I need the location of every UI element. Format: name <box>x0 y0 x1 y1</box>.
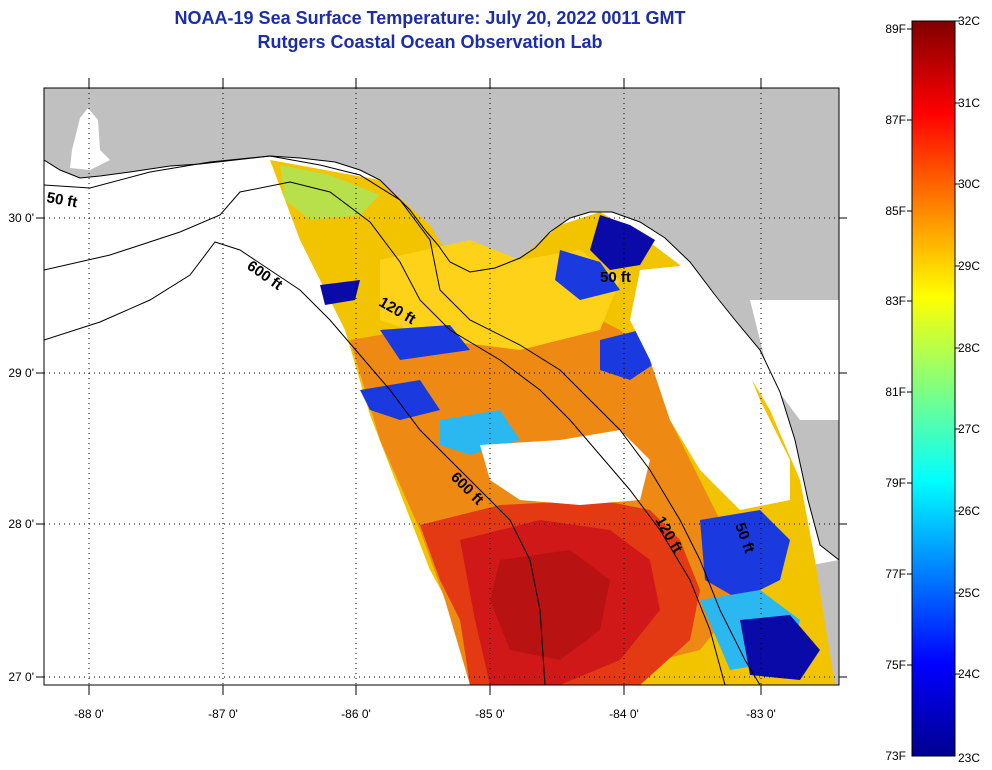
celsius-label: 28C <box>958 341 980 355</box>
map-frame <box>43 87 840 686</box>
fahrenheit-label: 79F <box>885 476 906 490</box>
fahrenheit-label: 87F <box>885 113 906 127</box>
celsius-label: 25C <box>958 586 980 600</box>
celsius-label: 24C <box>958 667 980 681</box>
lat-tick-label: 28 0' <box>8 517 34 531</box>
coastline <box>44 155 839 561</box>
map-title: NOAA-19 Sea Surface Temperature: July 20… <box>174 8 686 28</box>
contour-label-50ft-west: 50 ft <box>45 189 78 211</box>
map-subtitle: Rutgers Coastal Ocean Observation Lab <box>257 32 603 52</box>
colorbar <box>911 20 956 757</box>
colorbar-f-labels: 89F 87F 85F 83F 81F 79F 77F 75F 73F <box>885 22 906 763</box>
fahrenheit-label: 89F <box>885 22 906 36</box>
celsius-label: 32C <box>958 14 980 28</box>
fahrenheit-label: 77F <box>885 567 906 581</box>
celsius-label: 30C <box>958 177 980 191</box>
land-mass <box>44 88 839 560</box>
lon-tick-label: -87 0' <box>208 707 238 721</box>
colorbar-c-labels: 32C 31C 30C 29C 28C 27C 26C 25C 24C 23C <box>958 14 980 765</box>
lon-tick-label: -86 0' <box>341 707 371 721</box>
celsius-label: 23C <box>958 751 980 765</box>
fahrenheit-label: 75F <box>885 658 906 672</box>
lat-tick-label: 29 0' <box>8 366 34 380</box>
lon-tick-label: -84 0' <box>609 707 639 721</box>
contour-label-50ft-bigbend: 50 ft <box>600 269 631 286</box>
celsius-label: 31C <box>958 96 980 110</box>
fahrenheit-label: 83F <box>885 294 906 308</box>
tick-marks <box>36 78 847 695</box>
colorbar-ticks <box>907 20 960 675</box>
lat-tick-label: 27 0' <box>8 670 34 684</box>
lon-labels: -88 0' -87 0' -86 0' -85 0' -84 0' -83 0… <box>74 707 776 721</box>
lon-tick-label: -83 0' <box>746 707 776 721</box>
celsius-label: 27C <box>958 422 980 436</box>
fahrenheit-label: 81F <box>885 385 906 399</box>
celsius-label: 26C <box>958 504 980 518</box>
lat-tick-label: 30 0' <box>8 211 34 225</box>
depth-contours <box>44 155 761 685</box>
lon-tick-label: -88 0' <box>74 707 104 721</box>
lon-tick-label: -85 0' <box>475 707 505 721</box>
fahrenheit-label: 85F <box>885 204 906 218</box>
mobile-bay <box>70 108 110 170</box>
celsius-label: 29C <box>958 259 980 273</box>
lat-labels: 30 0' 29 0' 28 0' 27 0' <box>8 211 34 684</box>
fahrenheit-label: 73F <box>885 749 906 763</box>
